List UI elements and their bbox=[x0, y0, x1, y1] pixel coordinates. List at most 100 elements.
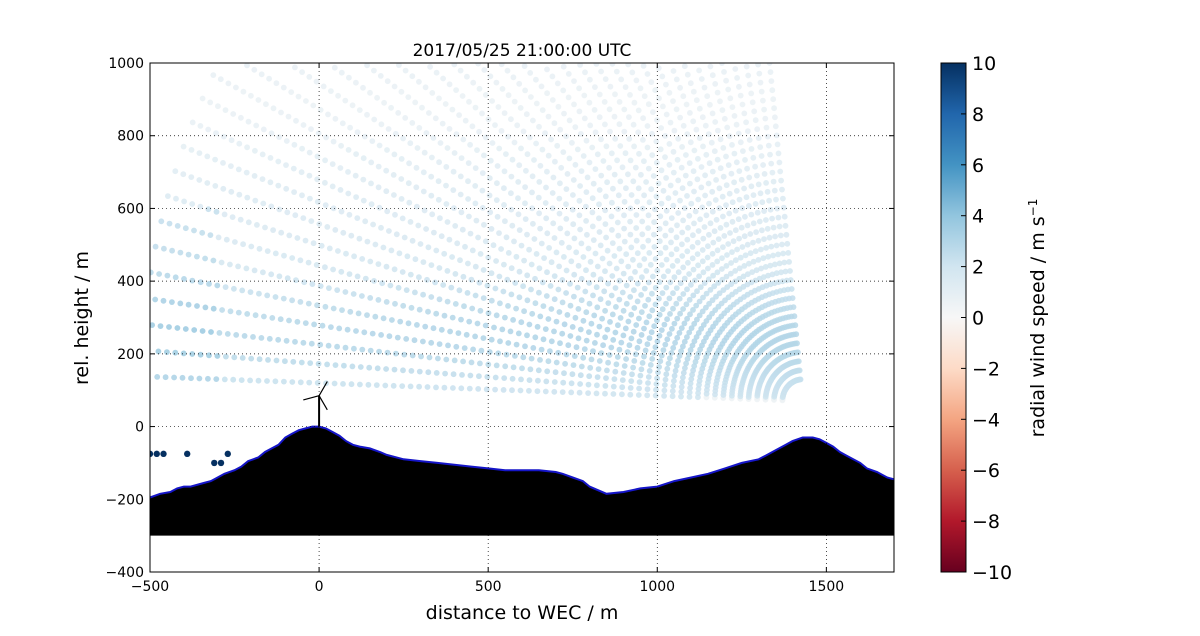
scan-point bbox=[571, 235, 578, 242]
scan-point bbox=[621, 128, 628, 135]
scan-point bbox=[651, 231, 657, 238]
scan-point bbox=[318, 242, 325, 249]
scan-point bbox=[568, 258, 575, 265]
scan-point bbox=[285, 113, 292, 120]
scan-point bbox=[634, 250, 641, 257]
scan-point bbox=[627, 275, 634, 282]
scan-point bbox=[717, 136, 724, 143]
scan-point bbox=[592, 129, 599, 136]
scan-point bbox=[443, 356, 450, 363]
scan-point bbox=[535, 377, 541, 384]
scan-point bbox=[351, 253, 357, 260]
scan-point bbox=[768, 243, 775, 250]
scan-point bbox=[646, 199, 653, 206]
scan-point bbox=[530, 220, 536, 227]
scan-point bbox=[625, 63, 632, 68]
scan-point bbox=[683, 101, 690, 108]
scan-point bbox=[466, 98, 472, 105]
scan-point bbox=[608, 150, 615, 157]
scan-point bbox=[602, 307, 608, 314]
scan-point bbox=[240, 88, 247, 95]
scan-point bbox=[609, 227, 615, 233]
scan-point bbox=[585, 245, 592, 252]
scan-point bbox=[292, 338, 298, 345]
scan-point bbox=[401, 351, 408, 358]
scan-point bbox=[581, 92, 588, 99]
scan-point bbox=[795, 349, 801, 356]
scan-point bbox=[292, 64, 298, 71]
scan-point bbox=[675, 358, 681, 364]
scan-point bbox=[610, 391, 617, 397]
scan-point bbox=[158, 218, 165, 225]
colorbar-tick-label: 2 bbox=[972, 257, 984, 279]
scan-point bbox=[686, 296, 693, 303]
scan-point bbox=[412, 256, 419, 263]
scan-point bbox=[560, 63, 567, 70]
scan-point bbox=[756, 70, 763, 77]
scan-point bbox=[282, 358, 288, 365]
scan-point bbox=[290, 165, 297, 172]
scan-point bbox=[252, 312, 259, 319]
scan-point bbox=[702, 172, 708, 179]
scan-point bbox=[394, 334, 401, 341]
scan-point bbox=[583, 218, 589, 224]
scan-point bbox=[611, 376, 618, 382]
scan-point bbox=[245, 118, 252, 125]
scan-point bbox=[576, 389, 583, 396]
scan-point bbox=[277, 316, 284, 323]
scan-point bbox=[591, 312, 598, 319]
scan-point bbox=[509, 222, 516, 229]
scan-point bbox=[331, 64, 338, 71]
scan-point bbox=[727, 95, 734, 102]
scan-point bbox=[228, 188, 235, 195]
scan-point bbox=[719, 255, 725, 261]
scan-point bbox=[604, 179, 610, 186]
scan-point bbox=[696, 298, 703, 305]
scan-point bbox=[244, 194, 251, 201]
scan-point bbox=[690, 88, 697, 95]
scan-point bbox=[432, 115, 439, 122]
scan-point bbox=[414, 203, 420, 210]
scan-point bbox=[350, 291, 357, 297]
scan-point bbox=[452, 271, 459, 277]
scan-point bbox=[763, 124, 770, 131]
scan-point bbox=[668, 215, 675, 222]
scan-point bbox=[627, 294, 634, 300]
scan-point bbox=[592, 84, 598, 90]
scan-point bbox=[154, 374, 161, 380]
scan-point bbox=[549, 73, 556, 80]
scan-point bbox=[543, 215, 550, 222]
scan-point bbox=[500, 288, 507, 295]
scan-point bbox=[501, 375, 508, 381]
scan-point bbox=[247, 289, 254, 295]
scan-point bbox=[267, 179, 274, 186]
scan-point bbox=[284, 209, 291, 216]
scan-point bbox=[369, 138, 376, 145]
scan-point bbox=[340, 381, 346, 387]
scan-point bbox=[619, 377, 626, 383]
scan-point bbox=[502, 218, 508, 225]
scan-point bbox=[760, 97, 766, 104]
scan-point bbox=[621, 238, 628, 245]
scan-point bbox=[569, 371, 576, 378]
scan-point bbox=[690, 118, 697, 125]
scan-point bbox=[606, 164, 612, 171]
scan-point bbox=[729, 199, 736, 206]
scan-point bbox=[516, 294, 523, 301]
scan-point bbox=[758, 153, 765, 159]
scan-point bbox=[577, 226, 583, 233]
scan-point bbox=[670, 345, 677, 351]
scan-point bbox=[566, 244, 572, 251]
scan-point bbox=[777, 168, 784, 175]
scan-point bbox=[681, 63, 688, 70]
scan-point bbox=[526, 246, 532, 253]
scan-point bbox=[383, 188, 390, 195]
scan-point bbox=[726, 190, 733, 197]
scan-point bbox=[353, 328, 359, 334]
scan-point bbox=[223, 353, 229, 360]
scan-point bbox=[757, 144, 764, 151]
scan-point bbox=[383, 263, 390, 270]
scan-point bbox=[663, 284, 670, 291]
scan-point bbox=[487, 73, 494, 80]
scan-point bbox=[653, 381, 660, 387]
